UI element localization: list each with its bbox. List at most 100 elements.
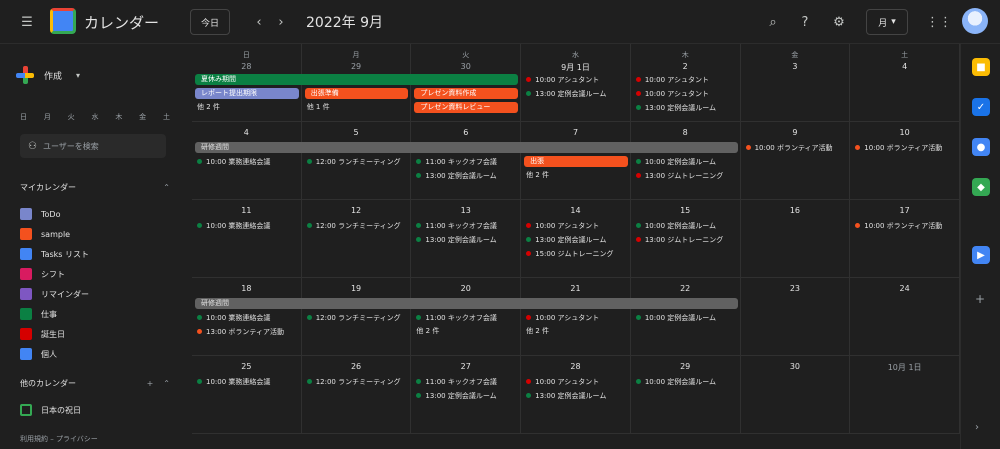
calendar-list-item[interactable]: Tasks リスト: [20, 244, 89, 264]
calendar-checkbox[interactable]: [20, 268, 32, 280]
day-cell[interactable]: 7: [521, 122, 631, 200]
day-cell[interactable]: 26: [302, 356, 412, 434]
calendar-checkbox[interactable]: [20, 404, 32, 416]
day-number[interactable]: 29: [680, 362, 691, 371]
day-cell[interactable]: 5: [302, 122, 412, 200]
event-chip[interactable]: 10:00 定例会議ルーム: [635, 220, 736, 231]
day-number[interactable]: 29: [350, 62, 362, 71]
day-cell[interactable]: 29: [631, 356, 741, 434]
day-number[interactable]: 10月 1日: [887, 363, 922, 372]
day-cell[interactable]: 21: [521, 278, 631, 356]
more-events-link[interactable]: 他 2 件: [197, 103, 220, 111]
day-cell[interactable]: 6: [411, 122, 522, 200]
day-cell[interactable]: 9: [741, 122, 851, 200]
day-number[interactable]: 6: [463, 128, 469, 137]
day-cell[interactable]: 8: [631, 122, 741, 200]
event-chip[interactable]: 10:00 アシュタント: [635, 88, 736, 99]
calendar-list-item[interactable]: 個人: [20, 344, 89, 364]
day-number[interactable]: 5: [353, 128, 359, 137]
previous-month-button[interactable]: ‹: [248, 11, 270, 33]
more-events-link[interactable]: 他 2 件: [416, 327, 440, 335]
day-number[interactable]: 26: [350, 362, 362, 371]
main-menu-button[interactable]: ☰: [16, 11, 38, 33]
account-avatar[interactable]: [962, 8, 988, 34]
day-number[interactable]: 30: [460, 62, 471, 71]
day-cell[interactable]: 16: [741, 200, 851, 278]
view-selector[interactable]: 月 ▾: [866, 9, 908, 35]
day-number[interactable]: 9: [792, 128, 798, 137]
day-number[interactable]: 18: [241, 284, 252, 293]
calendar-list-item[interactable]: ToDo: [20, 204, 89, 224]
event-chip[interactable]: 11:00 キックオフ会議: [416, 376, 516, 387]
day-cell[interactable]: 10: [850, 122, 960, 200]
tasks-icon[interactable]: ✓: [972, 98, 990, 116]
calendar-list-item[interactable]: リマインダー: [20, 284, 89, 304]
day-number[interactable]: 2: [682, 62, 688, 71]
day-number[interactable]: 11: [241, 206, 252, 215]
event-chip[interactable]: 12:00 ランチミーティング: [306, 156, 407, 167]
event-chip[interactable]: 10:00 業務連絡会議: [197, 376, 297, 387]
day-number[interactable]: 15: [680, 206, 691, 215]
maps-icon[interactable]: ◆: [972, 178, 990, 196]
event-chip[interactable]: 13:00 定例会議ルーム: [526, 390, 626, 401]
day-number[interactable]: 4: [902, 62, 908, 71]
expand-panel-icon[interactable]: ›: [975, 422, 979, 433]
calendar-checkbox[interactable]: [20, 288, 32, 300]
day-cell[interactable]: 18: [192, 278, 302, 356]
calendar-checkbox[interactable]: [20, 348, 32, 360]
event-chip[interactable]: 13:00 定例会議ルーム: [416, 170, 516, 181]
day-number[interactable]: 21: [570, 284, 581, 293]
calendar-checkbox[interactable]: [20, 248, 32, 260]
day-number[interactable]: 8: [682, 128, 688, 137]
event-bar[interactable]: プレゼン資料レビュー: [414, 102, 519, 113]
day-number[interactable]: 28: [570, 362, 581, 371]
event-chip[interactable]: 10:00 定例会議ルーム: [635, 376, 736, 387]
day-number[interactable]: 4: [243, 128, 249, 137]
create-button[interactable]: 作成 ▾: [14, 64, 80, 86]
add-calendar-icon[interactable]: +: [146, 379, 154, 388]
event-chip[interactable]: 15:00 ジムトレーニング: [526, 248, 626, 259]
event-bar[interactable]: 夏休み期間: [195, 74, 519, 85]
day-cell[interactable]: 13: [411, 200, 522, 278]
day-cell[interactable]: 火 30: [411, 44, 522, 122]
footer-links[interactable]: 利用規約 – プライバシー: [20, 435, 98, 443]
calendar-checkbox[interactable]: [20, 208, 32, 220]
day-number[interactable]: 16: [789, 206, 800, 215]
day-number[interactable]: 9月 1日: [561, 63, 590, 72]
event-chip[interactable]: 13:00 定例会議ルーム: [635, 102, 736, 113]
contacts-icon[interactable]: ●: [972, 138, 990, 156]
calendar-list-item[interactable]: シフト: [20, 264, 89, 284]
day-cell[interactable]: 10月 1日: [850, 356, 960, 434]
calendar-checkbox[interactable]: [20, 308, 32, 320]
day-number[interactable]: 22: [680, 284, 691, 293]
event-bar[interactable]: 研修週間: [195, 298, 738, 309]
event-chip[interactable]: 10:00 ボランティア活動: [855, 220, 955, 231]
event-chip[interactable]: 10:00 アシュタント: [635, 74, 736, 85]
day-cell[interactable]: 25: [192, 356, 302, 434]
event-bar[interactable]: プレゼン資料作成: [414, 88, 519, 99]
chevron-up-icon[interactable]: ⌃: [163, 379, 170, 388]
event-chip[interactable]: 10:00 業務連絡会議: [197, 312, 297, 323]
day-cell[interactable]: 28: [521, 356, 631, 434]
my-calendars-header[interactable]: マイカレンダー ⌃: [20, 182, 170, 193]
day-cell[interactable]: 19: [302, 278, 412, 356]
other-calendars-header[interactable]: 他のカレンダー + ⌃: [20, 378, 170, 389]
day-cell[interactable]: 30: [741, 356, 851, 434]
event-chip[interactable]: 11:00 キックオフ会議: [416, 312, 516, 323]
day-cell[interactable]: 22: [631, 278, 741, 356]
day-cell[interactable]: 14: [521, 200, 631, 278]
more-events-link[interactable]: 他 2 件: [526, 171, 550, 179]
day-number[interactable]: 7: [572, 128, 579, 137]
calendar-list-item[interactable]: 仕事: [20, 304, 89, 324]
event-chip[interactable]: 11:00 キックオフ会議: [416, 220, 516, 231]
day-number[interactable]: 10: [899, 128, 910, 137]
people-search-input[interactable]: ⚇ ユーザーを検索: [20, 134, 166, 158]
meet-icon[interactable]: ▶: [972, 246, 990, 264]
next-month-button[interactable]: ›: [270, 11, 292, 33]
more-events-link[interactable]: 他 2 件: [526, 327, 550, 335]
day-number[interactable]: 24: [899, 284, 910, 293]
calendar-logo-icon[interactable]: [50, 8, 76, 34]
calendar-list-item[interactable]: 日本の祝日: [20, 400, 81, 420]
